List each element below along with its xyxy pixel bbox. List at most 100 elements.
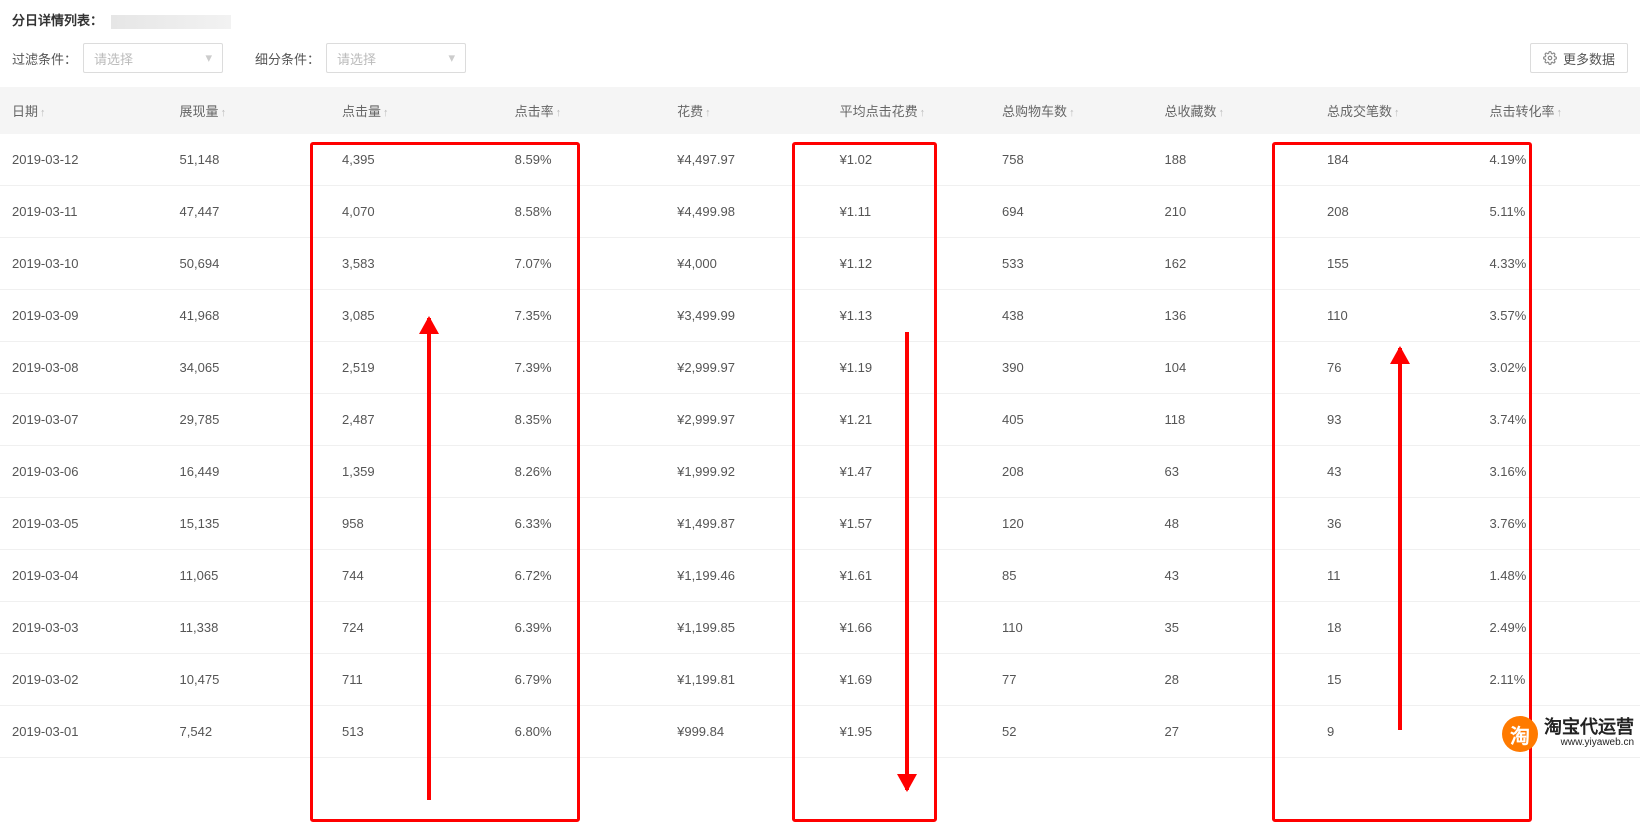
sort-arrow-icon: ↑ [1394,107,1400,119]
cell-favs: 43 [1153,550,1315,602]
cell-ctr: 6.39% [503,602,665,654]
chevron-down-icon: ▾ [205,50,212,66]
cell-impressions: 29,785 [168,394,330,446]
cell-cvr: 4.33% [1477,238,1640,290]
table-row: 2019-03-1050,6943,5837.07%¥4,000¥1.12533… [0,238,1640,290]
cell-orders: 43 [1315,446,1477,498]
cell-spend: ¥1,999.92 [665,446,827,498]
col-orders[interactable]: 总成交笔数↑ [1315,87,1477,134]
cell-avg_cpc: ¥1.57 [828,498,990,550]
col-favs[interactable]: 总收藏数↑ [1153,87,1315,134]
cell-impressions: 34,065 [168,342,330,394]
more-data-label: 更多数据 [1563,49,1615,68]
cell-carts: 120 [990,498,1152,550]
filter-placeholder: 请选择 [94,49,133,68]
cell-cvr: 4.19% [1477,134,1640,186]
cell-date: 2019-03-08 [0,342,168,394]
cell-ctr: 7.07% [503,238,665,290]
cell-clicks: 4,070 [330,186,503,238]
cell-orders: 110 [1315,290,1477,342]
cell-ctr: 8.35% [503,394,665,446]
cell-spend: ¥4,499.98 [665,186,827,238]
cell-avg_cpc: ¥1.11 [828,186,990,238]
watermark-badge: 淘 [1502,716,1538,752]
cell-avg_cpc: ¥1.95 [828,706,990,758]
cell-cvr: 2.49% [1477,602,1640,654]
cell-ctr: 6.80% [503,706,665,758]
col-spend[interactable]: 花费↑ [665,87,827,134]
sort-arrow-icon: ↑ [705,107,711,119]
cell-avg_cpc: ¥1.69 [828,654,990,706]
table-row: 2019-03-017,5425136.80%¥999.84¥1.9552279 [0,706,1640,758]
cell-carts: 438 [990,290,1152,342]
cell-clicks: 3,583 [330,238,503,290]
table-row: 2019-03-0210,4757116.79%¥1,199.81¥1.6977… [0,654,1640,706]
more-data-button[interactable]: 更多数据 [1530,43,1628,73]
cell-cvr: 3.16% [1477,446,1640,498]
redacted-block [111,15,231,29]
cell-orders: 15 [1315,654,1477,706]
cell-impressions: 41,968 [168,290,330,342]
cell-favs: 28 [1153,654,1315,706]
cell-cvr: 3.76% [1477,498,1640,550]
cell-ctr: 8.26% [503,446,665,498]
cell-orders: 18 [1315,602,1477,654]
cell-avg_cpc: ¥1.61 [828,550,990,602]
col-date[interactable]: 日期↑ [0,87,168,134]
cell-carts: 77 [990,654,1152,706]
col-avg_cpc[interactable]: 平均点击花费↑ [828,87,990,134]
table-header-row: 日期↑展现量↑点击量↑点击率↑花费↑平均点击花费↑总购物车数↑总收藏数↑总成交笔… [0,87,1640,134]
cell-orders: 208 [1315,186,1477,238]
cell-date: 2019-03-01 [0,706,168,758]
watermark: 淘 淘宝代运营 www.yiyaweb.cn [1502,716,1634,752]
cell-impressions: 15,135 [168,498,330,550]
table-row: 2019-03-0616,4491,3598.26%¥1,999.92¥1.47… [0,446,1640,498]
cell-date: 2019-03-11 [0,186,168,238]
watermark-line1: 淘宝代运营 [1544,718,1634,736]
segment-label: 细分条件： [255,49,320,68]
cell-date: 2019-03-10 [0,238,168,290]
segment-select[interactable]: 请选择 ▾ [326,43,466,73]
cell-cvr: 1.48% [1477,550,1640,602]
sort-arrow-icon: ↑ [1219,107,1225,119]
cell-favs: 27 [1153,706,1315,758]
col-cvr[interactable]: 点击转化率↑ [1477,87,1640,134]
col-impressions[interactable]: 展现量↑ [168,87,330,134]
cell-ctr: 6.79% [503,654,665,706]
sort-arrow-icon: ↑ [40,107,46,119]
cell-avg_cpc: ¥1.19 [828,342,990,394]
cell-orders: 36 [1315,498,1477,550]
cell-spend: ¥1,199.46 [665,550,827,602]
cell-impressions: 47,447 [168,186,330,238]
cell-clicks: 3,085 [330,290,503,342]
cell-date: 2019-03-03 [0,602,168,654]
col-carts[interactable]: 总购物车数↑ [990,87,1152,134]
table-row: 2019-03-0729,7852,4878.35%¥2,999.97¥1.21… [0,394,1640,446]
cell-clicks: 4,395 [330,134,503,186]
chevron-down-icon: ▾ [449,50,456,66]
sort-arrow-icon: ↑ [221,107,227,119]
annotation-arrow-avgcpc-down-head [897,774,917,792]
filter-select[interactable]: 请选择 ▾ [83,43,223,73]
cell-ctr: 8.59% [503,134,665,186]
cell-impressions: 51,148 [168,134,330,186]
cell-spend: ¥2,999.97 [665,394,827,446]
cell-orders: 11 [1315,550,1477,602]
cell-ctr: 6.33% [503,498,665,550]
cell-spend: ¥4,497.97 [665,134,827,186]
cell-spend: ¥999.84 [665,706,827,758]
cell-orders: 155 [1315,238,1477,290]
col-ctr[interactable]: 点击率↑ [503,87,665,134]
sort-arrow-icon: ↑ [383,107,389,119]
cell-spend: ¥1,499.87 [665,498,827,550]
cell-date: 2019-03-06 [0,446,168,498]
col-clicks[interactable]: 点击量↑ [330,87,503,134]
cell-date: 2019-03-12 [0,134,168,186]
table-row: 2019-03-0941,9683,0857.35%¥3,499.99¥1.13… [0,290,1640,342]
cell-impressions: 11,065 [168,550,330,602]
cell-impressions: 7,542 [168,706,330,758]
cell-clicks: 513 [330,706,503,758]
watermark-line2: www.yiyaweb.cn [1544,736,1634,750]
cell-clicks: 1,359 [330,446,503,498]
cell-carts: 390 [990,342,1152,394]
